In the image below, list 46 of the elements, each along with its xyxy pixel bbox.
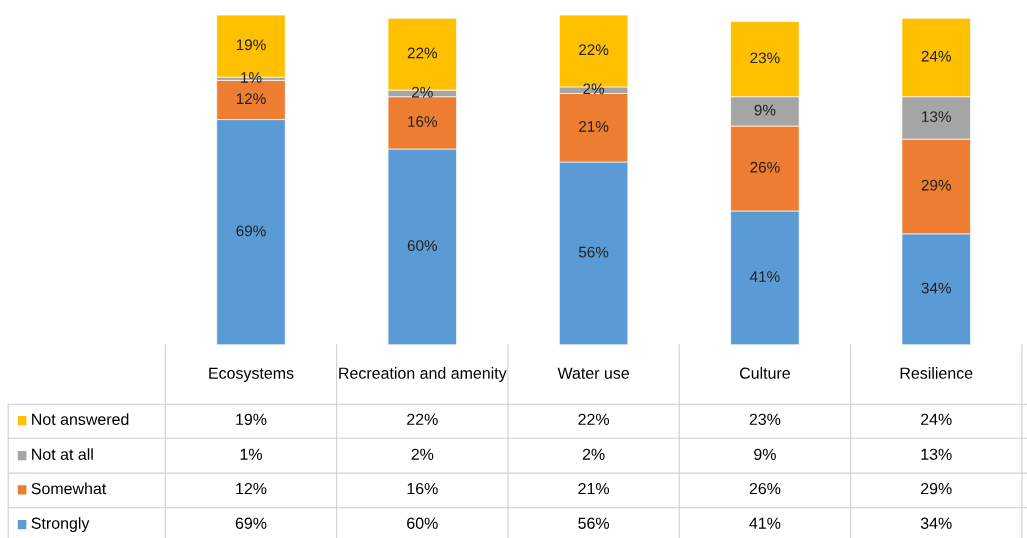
text: 22% [579,44,609,56]
x-tick-label: Culture [739,367,790,379]
legend-label: Somewhat [31,482,107,495]
text: 13% [922,111,951,123]
text: 12% [236,93,266,104]
data-label: 23% [749,413,781,425]
text: 41% [749,271,780,282]
data-label: 60% [407,517,438,529]
data-label: 19% [236,413,267,425]
text: 21% [579,121,609,132]
data-label: 24% [921,413,952,425]
text: 60% [407,240,438,251]
text: 56% [578,246,609,258]
data-label: 9% [754,448,776,460]
legend-label: Not answered [32,413,129,425]
data-label: 34% [920,517,952,529]
data-label: 29% [921,482,952,495]
text: 23% [750,52,780,64]
text: 34% [921,282,951,294]
text: 16% [408,116,438,127]
data-label: 41% [749,517,781,529]
text: 19% [236,39,266,51]
legend-label: Strongly [31,517,90,533]
text: 24% [921,50,951,62]
x-tick-label: Recreation and amenity [339,367,507,382]
data-label: 22% [578,413,610,425]
data-label: 12% [236,482,267,495]
text: 22% [407,47,438,59]
text: 26% [750,161,780,173]
data-label: 56% [578,517,610,529]
data-label: 26% [749,482,781,495]
x-tick-label: Ecosystems [209,367,294,382]
data-label: 2% [582,448,605,460]
legend-label: Not at all [32,448,93,460]
x-tick-label: Water use [557,367,629,379]
data-label: 69% [235,517,267,529]
text: 69% [236,225,266,237]
data-label: 16% [407,482,438,495]
data-label: 13% [921,448,952,460]
data-label: 2% [411,448,434,460]
data-label: 22% [407,413,438,425]
data-label: 21% [578,482,610,495]
text: 29% [921,179,951,191]
x-tick-label: Resilience [900,367,973,379]
text: 9% [754,104,776,116]
data-label: 1% [240,448,262,460]
